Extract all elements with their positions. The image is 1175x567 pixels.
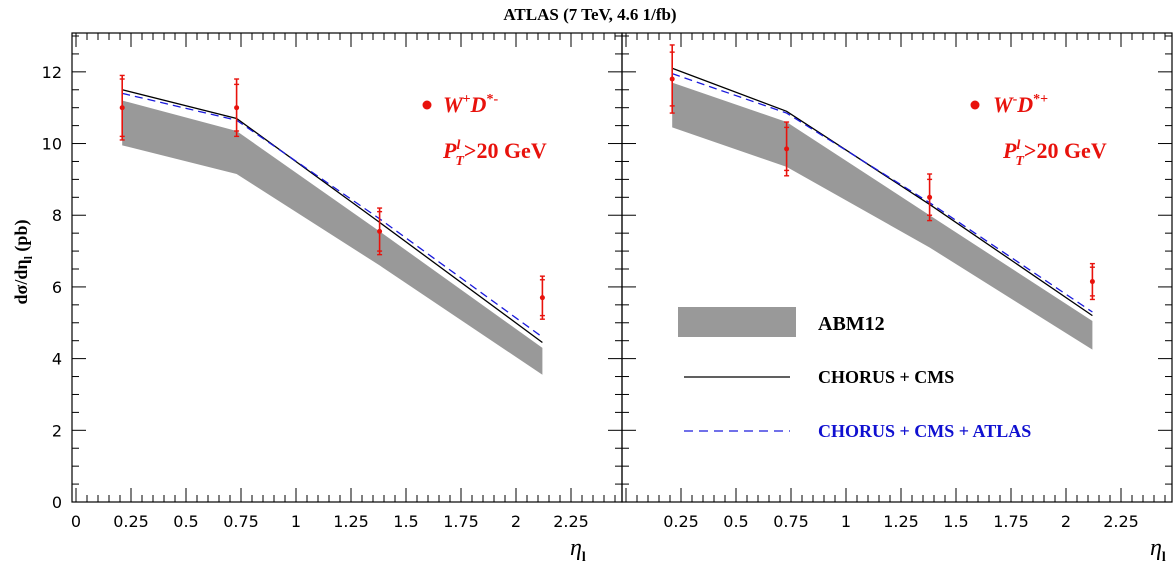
data-point	[784, 146, 789, 151]
process-marker-right	[971, 101, 980, 110]
x-tick-label: 1	[291, 512, 301, 531]
data-point	[927, 195, 932, 200]
cut-label-right: Pl T>20 GeV	[1002, 138, 1107, 169]
legend-solid-label: CHORUS + CMS	[818, 367, 954, 387]
svg-text:PlT>20 GeV: Pl T>20 GeV	[1002, 138, 1107, 169]
x-tick-label: 2	[1061, 512, 1071, 531]
cut-label-left: Pl T>20 GeV	[442, 138, 547, 169]
data-point	[234, 105, 239, 110]
data-point	[540, 295, 545, 300]
svg-text:PlT>20 GeV: Pl T>20 GeV	[442, 138, 547, 169]
y-axis-label: dσ/dηl (pb)	[11, 220, 35, 305]
y-tick-label: 10	[42, 135, 62, 154]
y-tick-label: 0	[52, 493, 62, 512]
x-tick-label: 0.5	[723, 512, 748, 531]
legend-dashed-label: CHORUS + CMS + ATLAS	[818, 421, 1031, 441]
x-tick-label: 1.5	[943, 512, 968, 531]
x-tick-label: 0.75	[773, 512, 809, 531]
data-point	[377, 229, 382, 234]
x-tick-label: 0.25	[663, 512, 699, 531]
y-tick-label: 4	[52, 350, 62, 369]
y-tick-label: 2	[52, 421, 62, 440]
data-point	[120, 105, 125, 110]
svg-text:W-D*+: W-D*+	[993, 92, 1048, 117]
process-label-left: W+D*-	[423, 92, 499, 117]
x-tick-label: 1.5	[393, 512, 418, 531]
x-tick-label: 0.5	[173, 512, 198, 531]
process-label-right: W-D*+	[971, 92, 1049, 117]
x-tick-label: 0.25	[113, 512, 149, 531]
y-tick-label: 8	[52, 206, 62, 225]
y-tick-label: 6	[52, 278, 62, 297]
panel-right: 0.25 0.5 0.75 1 1.25 1.5 1.75 2 2.25	[622, 33, 1172, 531]
legend-band-label: ABM12	[818, 313, 885, 335]
x-axis-label-right: ηl	[1150, 535, 1166, 565]
plot-frame	[72, 33, 622, 502]
panel-left: 0 0.25 0.5 0.75 1 1.25 1.5 1.75 2 2.25 0 2 4 6 8 10 12	[42, 33, 622, 531]
x-tick-label: 1.25	[333, 512, 369, 531]
x-tick-label: 1	[841, 512, 851, 531]
x-axis-label-left: ηl	[570, 535, 586, 565]
x-tick-label: 0	[71, 512, 81, 531]
legend-band-swatch	[678, 307, 796, 337]
y-tick-label: 12	[42, 63, 62, 82]
x-tick-label: 1.75	[993, 512, 1029, 531]
legend: ABM12 CHORUS + CMS CHORUS + CMS + ATLAS	[678, 307, 1031, 441]
chart-title: ATLAS (7 TeV, 4.6 1/fb)	[503, 5, 676, 24]
process-marker-left	[423, 101, 432, 110]
data-point	[1090, 279, 1095, 284]
x-tick-label: 2	[511, 512, 521, 531]
data-point	[670, 77, 675, 82]
svg-text:W+D*-: W+D*-	[443, 92, 498, 117]
x-tick-label: 1.25	[883, 512, 919, 531]
x-tick-label: 2.25	[1103, 512, 1139, 531]
x-tick-label: 2.25	[553, 512, 589, 531]
x-tick-label: 0.75	[223, 512, 259, 531]
x-tick-label: 1.75	[443, 512, 479, 531]
